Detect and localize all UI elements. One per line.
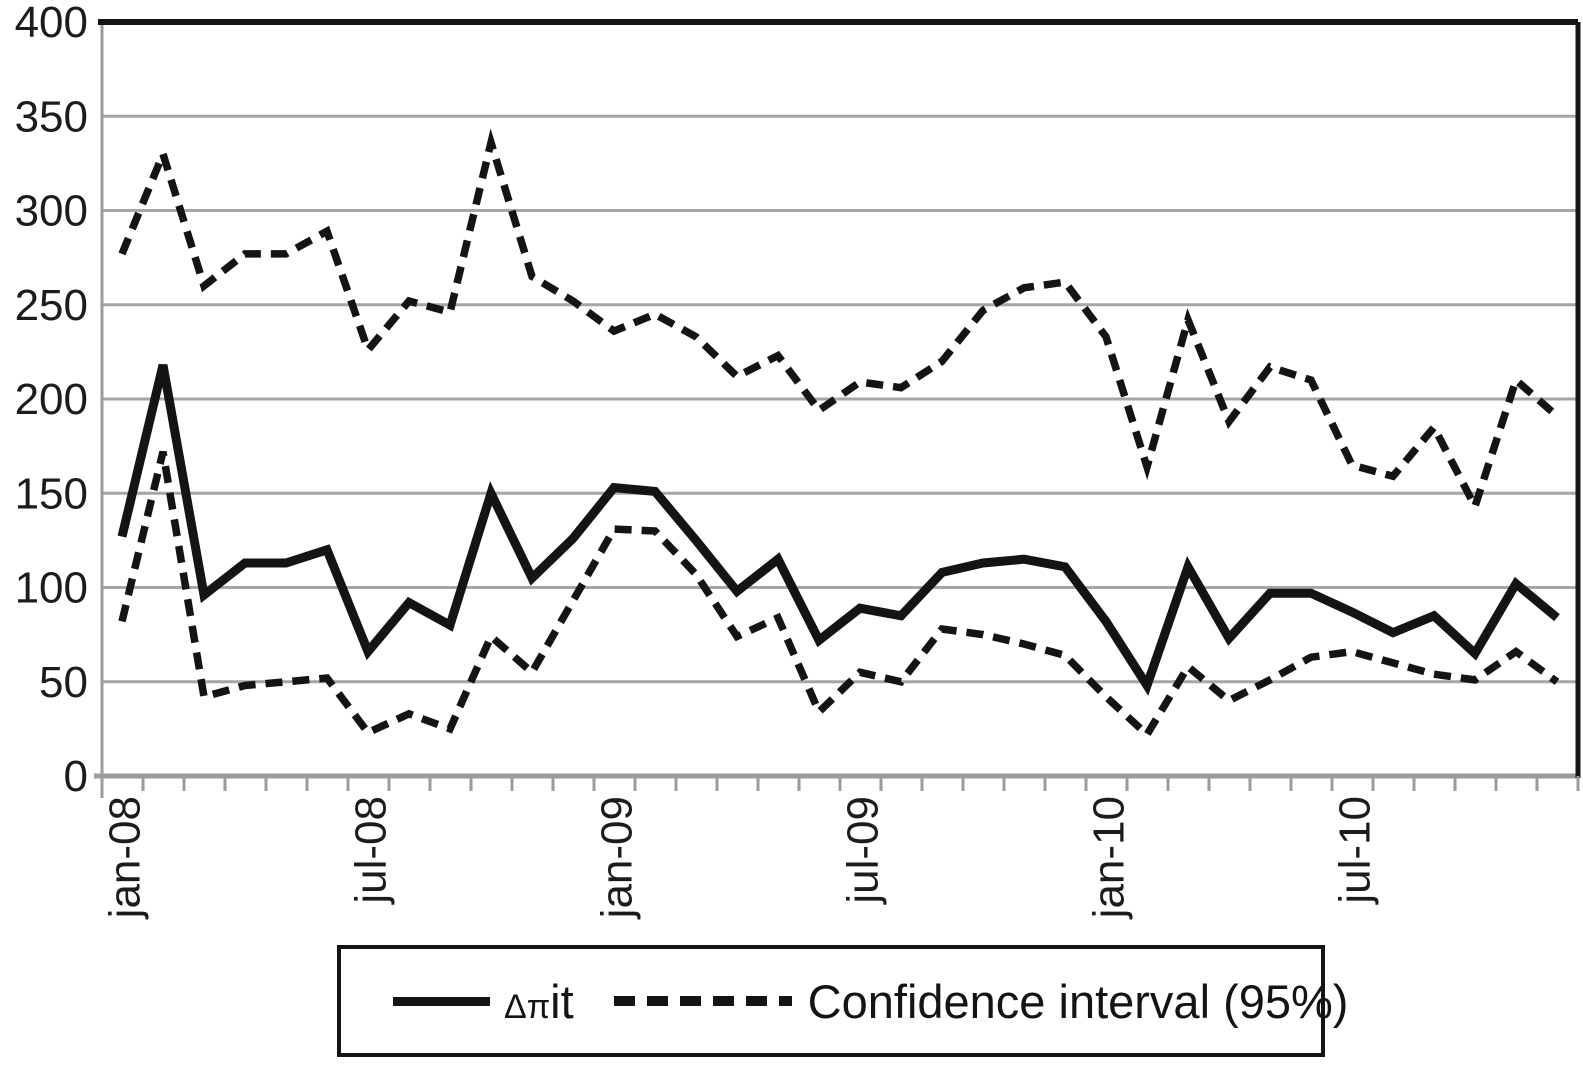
y-tick-label: 0 (64, 752, 88, 801)
y-tick-label: 200 (15, 375, 88, 424)
x-tick-label: jul-10 (1331, 796, 1380, 906)
y-tick-label: 150 (15, 469, 88, 518)
legend-solid-line-swatch (393, 996, 490, 1006)
x-tick-label: jul-08 (347, 796, 396, 906)
x-tick-label: jan-09 (593, 796, 642, 920)
legend-series2-label: Confidence interval (95%) (807, 974, 1349, 1028)
legend-dashed-line-swatch (613, 996, 792, 1006)
y-tick-label: 50 (39, 658, 88, 707)
y-tick-label: 400 (15, 0, 88, 47)
y-tick-label: 350 (15, 92, 88, 141)
x-tick-label: jan-08 (101, 796, 150, 920)
y-tick-label: 100 (15, 564, 88, 613)
legend-box: Δπit Confidence interval (95%) (337, 945, 1348, 1057)
y-tick-label: 250 (15, 281, 88, 330)
y-tick-label: 300 (15, 187, 88, 236)
series-line-ci (118, 450, 1560, 741)
x-tick-label: jan-10 (1085, 796, 1134, 920)
series-line-ci (118, 128, 1560, 517)
series-line-solid (117, 364, 1560, 696)
legend-series1-label: Δπit (504, 974, 574, 1028)
x-tick-label: jul-09 (839, 796, 888, 906)
